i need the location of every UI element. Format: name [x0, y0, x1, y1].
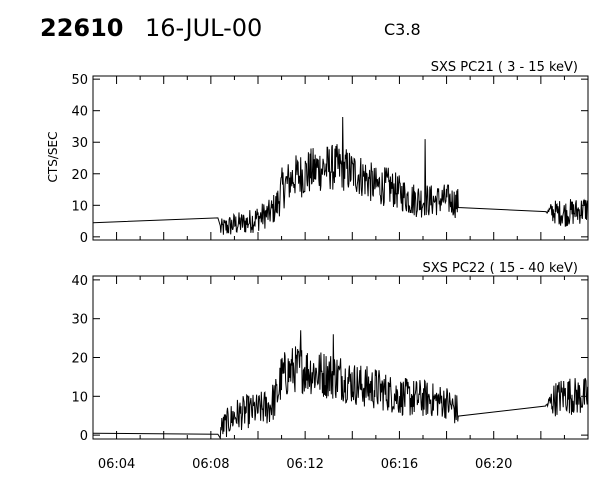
panel-pc22-frame: [92, 275, 589, 440]
flare-class: C3.8: [384, 20, 421, 39]
y-tick-label: 30: [71, 136, 88, 151]
y-tick-label: 20: [71, 168, 88, 183]
y-tick-label: 0: [80, 429, 88, 444]
y-tick-label: 40: [71, 274, 88, 289]
event-id: 22610: [40, 14, 124, 42]
event-date: 16-JUL-00: [145, 14, 263, 42]
panel-pc21-ylabel: CTS/SEC: [46, 132, 60, 183]
y-tick-label: 40: [71, 105, 88, 120]
x-tick-label: 06:16: [381, 457, 418, 472]
y-tick-label: 20: [71, 352, 88, 367]
panel-pc21-frame: [92, 75, 589, 241]
x-tick-label: 06:04: [98, 457, 135, 472]
panel-pc21: SXS PC21 ( 3 - 15 keV) CTS/SEC 0 10 20 30 40…: [46, 60, 589, 246]
x-tick-label: 06:20: [475, 457, 512, 472]
y-tick-label: 10: [71, 199, 88, 214]
panel-pc22-y-ticks: 0 10 20 30 40: [71, 274, 588, 444]
y-tick-label: 10: [71, 390, 88, 405]
panel-pc22-x-ticks: 06:04 06:08 06:12 06:16 06:20: [92, 276, 589, 472]
x-tick-label: 06:12: [286, 457, 323, 472]
pc22-count-rate-series: [92, 330, 589, 440]
panel-pc21-y-ticks: 0 10 20 30 40 50: [71, 73, 588, 246]
pc21-count-rate-series: [92, 116, 589, 235]
y-tick-label: 0: [80, 231, 88, 246]
y-tick-label: 30: [71, 313, 88, 328]
panel-pc22-title: SXS PC22 ( 15 - 40 keV): [422, 261, 578, 276]
panel-pc21-title: SXS PC21 ( 3 - 15 keV): [431, 60, 578, 75]
y-tick-label: 50: [71, 73, 88, 88]
x-tick-label: 06:08: [192, 457, 229, 472]
